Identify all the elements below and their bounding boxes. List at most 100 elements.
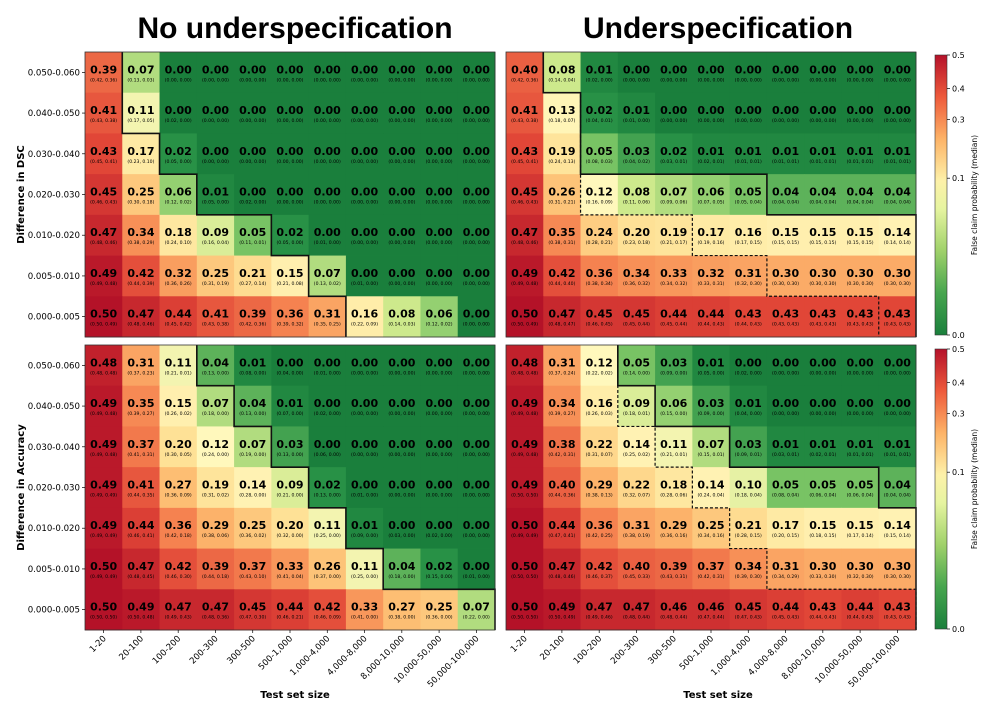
cell-interval-label: (0.23, 0.18) [623,240,650,246]
heatmap-cell [804,214,842,256]
cell-value-label: 0.42 [165,560,192,573]
cell-interval-label: (0.36, 0.16) [660,533,687,539]
cell-interval-label: (0.30, 0.30) [772,281,799,287]
cell-value-label: 0.20 [623,226,650,239]
cell-value-label: 0.08 [388,308,415,321]
heatmap-cell [729,296,768,338]
cell-value-label: 0.00 [276,104,303,117]
cell-value-label: 0.39 [202,560,229,573]
heatmap-cell [506,133,544,175]
cell-value-label: 0.26 [314,560,341,573]
heatmap-cell [543,385,581,427]
cell-interval-label: (0.28, 0.21) [586,240,613,246]
cell-value-label: 0.00 [388,397,415,410]
heatmap-cell [617,385,656,427]
heatmap-cell [420,255,459,297]
colorbar-label: False claim probability (median) [970,135,979,255]
heatmap-cell [766,589,805,631]
heatmap-cell [159,174,198,216]
cell-value-label: 0.00 [426,63,453,76]
cell-value-label: 0.00 [463,226,490,239]
heatmap-cell [308,92,347,134]
heatmap-cell [878,255,917,297]
cell-value-label: 0.44 [772,601,799,614]
cell-value-label: 0.01 [697,145,724,158]
colorbar: 0.5 0.4 0.3 0.1 0.0 False claim probability (… [934,345,979,634]
cell-interval-label: (0.00, 0.00) [463,493,490,499]
cell-interval-label: (0.00, 0.00) [426,493,453,499]
cell-interval-label: (0.49, 0.48) [511,411,538,417]
x-tick-label: 100-200 [151,634,183,666]
cell-value-label: 0.14 [884,519,911,532]
cell-interval-label: (0.00, 0.00) [351,452,378,458]
heatmap-cell [234,548,272,590]
cell-interval-label: (0.17, 0.14) [847,533,874,539]
cell-interval-label: (0.50, 0.50) [511,615,538,621]
cell-interval-label: (0.00, 0.00) [809,370,836,376]
cell-value-label: 0.43 [809,308,836,321]
cell-value-label: 0.07 [202,397,229,410]
heatmap-cell [804,507,842,549]
cell-interval-label: (0.45, 0.41) [90,159,117,165]
cell-interval-label: (0.01, 0.00) [351,493,378,499]
cell-value-label: 0.00 [809,356,836,369]
heatmap-cell [692,589,731,631]
cell-value-label: 0.00 [202,63,229,76]
x-tick-label: 500-1,000 [678,634,716,672]
cell-value-label: 0.01 [276,397,303,410]
heatmap-cell [617,214,656,256]
cell-value-label: 0.19 [202,479,229,492]
cell-value-label: 0.00 [351,267,378,280]
cell-value-label: 0.45 [586,308,613,321]
cell-interval-label: (0.05, 0.00) [277,240,304,246]
cell-value-label: 0.15 [165,397,192,410]
cell-interval-label: (0.18, 0.01) [623,411,650,417]
cell-interval-label: (0.15, 0.14) [884,533,911,539]
heatmap-cell [580,174,619,216]
cell-value-label: 0.50 [90,308,117,321]
cell-value-label: 0.05 [809,479,836,492]
cell-interval-label: (0.13, 0.00) [202,370,229,376]
heatmap-cell [420,507,459,549]
cell-value-label: 0.47 [548,560,575,573]
heatmap-cell [345,548,384,590]
heatmap-cell [345,133,384,175]
cell-value-label: 0.50 [90,560,117,573]
cell-value-label: 0.00 [660,63,687,76]
cell-interval-label: (0.47, 0.41) [548,533,575,539]
heatmap-cell [804,52,842,94]
xlabel-right: Test set size [683,690,753,701]
heatmap-cell [457,255,496,297]
heatmap-cell [841,133,880,175]
cell-interval-label: (0.01, 0.01) [847,159,874,165]
cell-value-label: 0.00 [463,519,490,532]
heatmap-cell [122,345,160,387]
heatmap-cell [271,92,310,134]
heatmap-cell [308,214,347,256]
cell-value-label: 0.02 [660,145,687,158]
cell-interval-label: (0.45, 0.44) [623,322,650,328]
cell-interval-label: (0.02, 0.00) [426,533,453,539]
cell-interval-label: (0.48, 0.46) [127,322,154,328]
cell-value-label: 0.00 [426,356,453,369]
cell-interval-label: (0.43, 0.38) [202,322,229,328]
cell-interval-label: (0.00, 0.00) [884,370,911,376]
cell-interval-label: (0.05, 0.00) [698,370,725,376]
ylabel: Difference in Accuracy [16,424,27,551]
cell-value-label: 0.15 [809,519,836,532]
cell-value-label: 0.00 [314,356,341,369]
cell-interval-label: (0.15, 0.15) [809,240,836,246]
cell-value-label: 0.49 [511,479,538,492]
cell-interval-label: (0.50, 0.49) [511,322,538,328]
heatmap-cell [617,589,656,631]
cell-value-label: 0.00 [847,356,874,369]
heatmap-cell [543,426,581,468]
heatmap-cell [729,385,768,427]
cell-value-label: 0.42 [127,267,154,280]
cell-interval-label: (0.36, 0.09) [165,493,192,499]
heatmap-cell [122,467,160,509]
cell-interval-label: (0.27, 0.14) [239,281,266,287]
heatmap-cell [159,507,198,549]
cell-interval-label: (0.13, 0.00) [239,411,266,417]
cell-interval-label: (0.00, 0.00) [314,159,341,165]
